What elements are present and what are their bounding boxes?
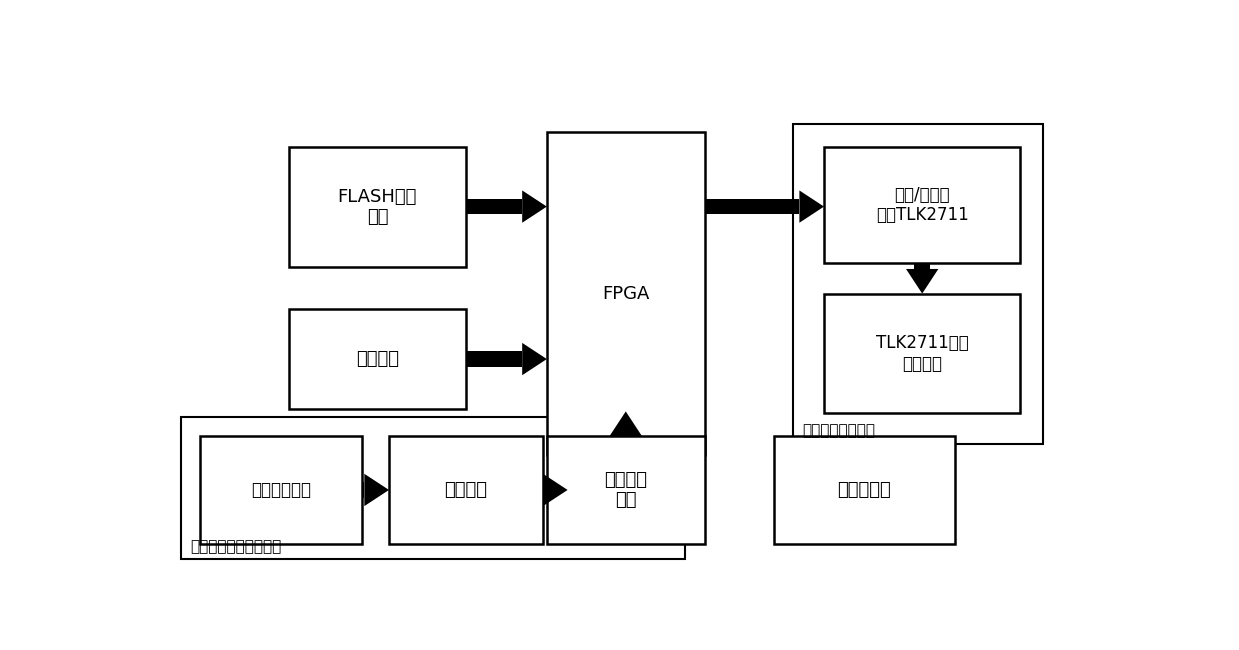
Bar bbox=[774, 436, 955, 544]
Bar bbox=[201, 436, 362, 544]
Bar bbox=[362, 482, 364, 498]
Polygon shape bbox=[543, 474, 567, 506]
Bar bbox=[824, 294, 1021, 413]
Text: FLASH存储
单元: FLASH存储 单元 bbox=[338, 188, 418, 226]
Bar bbox=[546, 132, 705, 455]
Polygon shape bbox=[799, 190, 824, 223]
Bar bbox=[289, 148, 466, 266]
Bar bbox=[914, 263, 930, 269]
Polygon shape bbox=[364, 474, 389, 506]
Bar bbox=[466, 352, 522, 367]
Bar bbox=[181, 417, 685, 559]
Bar bbox=[466, 199, 522, 215]
Polygon shape bbox=[610, 411, 642, 436]
Bar bbox=[824, 148, 1021, 263]
Bar bbox=[793, 124, 1043, 444]
Text: 模拟运放: 模拟运放 bbox=[445, 481, 487, 499]
Polygon shape bbox=[906, 269, 938, 294]
Bar bbox=[705, 199, 799, 215]
Text: TLK2711输出
物理接口: TLK2711输出 物理接口 bbox=[876, 334, 969, 372]
Polygon shape bbox=[522, 343, 546, 375]
Polygon shape bbox=[522, 190, 546, 223]
Text: 串行/解串收
发器TLK2711: 串行/解串收 发器TLK2711 bbox=[876, 186, 969, 224]
Text: 模拟视频信号运放单元: 模拟视频信号运放单元 bbox=[191, 539, 281, 554]
Text: 供配电单元: 供配电单元 bbox=[838, 481, 891, 499]
Text: FPGA: FPGA bbox=[602, 285, 649, 303]
Bar bbox=[389, 436, 543, 544]
Bar bbox=[289, 309, 466, 409]
Text: 模拟视频接口: 模拟视频接口 bbox=[252, 481, 311, 499]
Text: 图像数据输出单元: 图像数据输出单元 bbox=[803, 423, 876, 438]
Bar bbox=[546, 436, 705, 544]
Text: 模数转换
单元: 模数转换 单元 bbox=[605, 471, 647, 510]
Text: 晶振单元: 晶振单元 bbox=[356, 350, 399, 368]
